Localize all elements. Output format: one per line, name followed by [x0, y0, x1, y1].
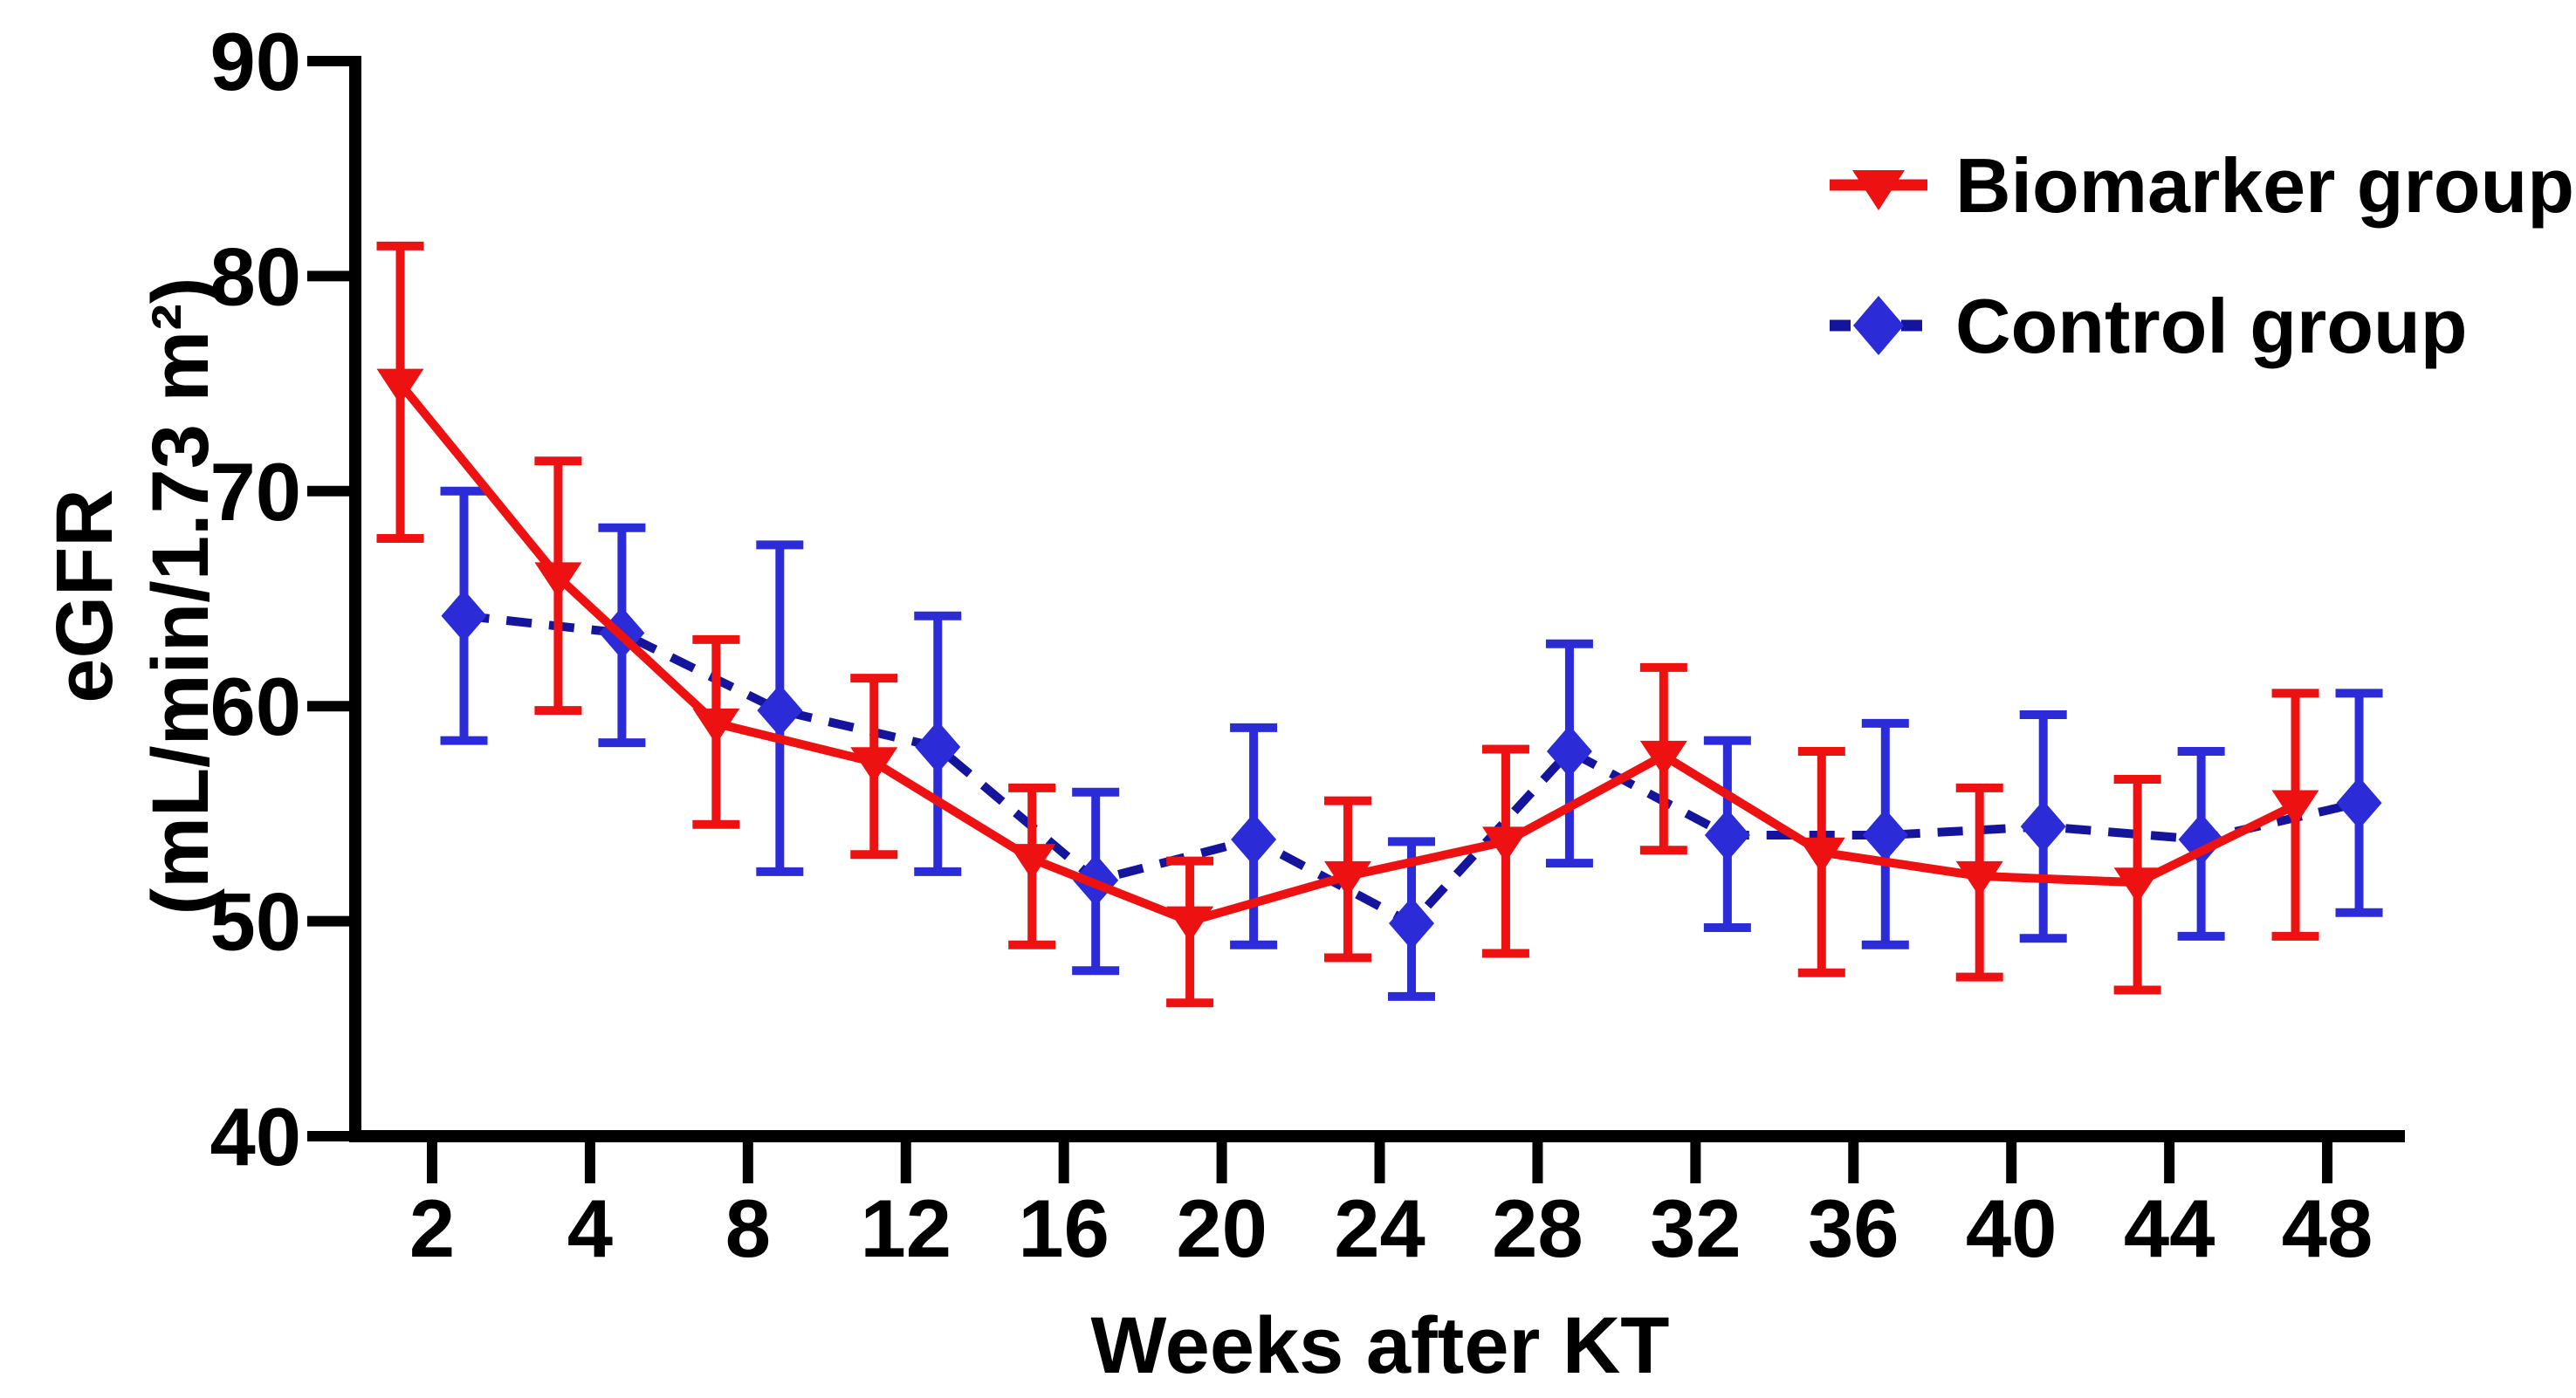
y-tick-label: 70: [210, 446, 301, 538]
x-tick-label: 40: [1966, 1182, 2057, 1274]
legend-label-biomarker-group: Biomarker group: [1955, 142, 2574, 229]
x-tick-label: 36: [1808, 1182, 1899, 1274]
series-control: [440, 486, 2383, 1001]
triangle-down-marker: [1166, 906, 1214, 942]
x-tick-label: 2: [409, 1182, 455, 1274]
legend-triangle-down-icon: [1852, 170, 1905, 210]
x-tick-label: 16: [1018, 1182, 1109, 1274]
y-tick-label: 40: [210, 1091, 301, 1182]
diamond-marker: [1389, 897, 1435, 950]
y-tick-label: 60: [210, 661, 301, 752]
diamond-marker: [757, 684, 803, 737]
diamond-marker: [1704, 809, 1750, 862]
y-tick-label: 80: [210, 230, 301, 322]
legend-diamond-icon: [1853, 296, 1904, 355]
triangle-down-marker: [534, 562, 582, 599]
legend-markers: [1830, 170, 1927, 355]
triangle-down-marker: [2271, 790, 2319, 826]
x-tick-label: 8: [725, 1182, 771, 1274]
x-tick-label: 12: [860, 1182, 951, 1274]
diamond-marker: [441, 589, 487, 642]
diamond-marker: [1862, 809, 1908, 862]
x-tick-label: 32: [1650, 1182, 1741, 1274]
diamond-marker: [1546, 724, 1592, 778]
x-axis-title: Weeks after KT: [1090, 1301, 1669, 1390]
triangle-down-marker: [1639, 740, 1687, 777]
x-tick-label: 28: [1492, 1182, 1583, 1274]
legend-label-control-group: Control group: [1955, 283, 2468, 369]
triangle-down-marker: [1797, 837, 1845, 874]
triangle-down-marker: [850, 747, 898, 784]
triangle-down-marker: [1008, 844, 1056, 881]
y-axis-title-line1: eGFR: [40, 489, 129, 702]
diamond-marker: [1231, 812, 1277, 866]
axes: [307, 56, 2405, 1183]
diamond-marker: [2020, 800, 2066, 853]
series-biomarker: [376, 241, 2319, 1008]
legend: Biomarker group Control group: [1830, 142, 2574, 369]
x-tick-label: 4: [567, 1182, 613, 1274]
x-tick-label: 20: [1176, 1182, 1267, 1274]
x-tick-label: 48: [2282, 1182, 2373, 1274]
y-tick-label: 50: [210, 876, 301, 968]
triangle-down-marker: [1324, 860, 1372, 897]
y-axis-title-line2: (mL/min/1.73 m²): [136, 277, 225, 915]
triangle-down-marker: [692, 708, 740, 744]
triangle-down-marker: [1481, 826, 1529, 863]
triangle-down-marker: [2113, 867, 2161, 904]
series-layer: [376, 241, 2383, 1008]
triangle-down-marker: [376, 368, 424, 405]
diamond-marker: [2336, 777, 2382, 830]
x-tick-label: 44: [2124, 1182, 2215, 1274]
diamond-marker: [915, 721, 961, 774]
triangle-down-marker: [1955, 860, 2003, 897]
x-tick-label: 24: [1334, 1182, 1425, 1274]
y-tick-label: 90: [210, 16, 301, 107]
